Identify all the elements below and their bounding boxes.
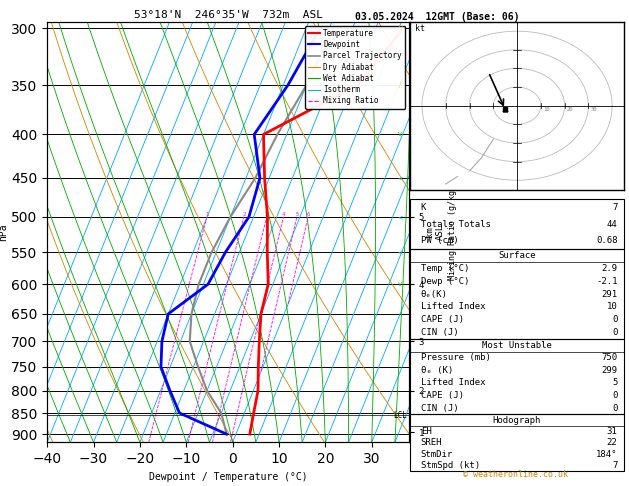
Text: 2: 2 bbox=[242, 212, 245, 217]
Text: 5: 5 bbox=[612, 379, 618, 387]
Text: CAPE (J): CAPE (J) bbox=[421, 391, 464, 400]
Title: 53°18'N  246°35'W  732m  ASL: 53°18'N 246°35'W 732m ASL bbox=[133, 10, 323, 20]
Text: Mixing Ratio (g/kg): Mixing Ratio (g/kg) bbox=[448, 185, 457, 279]
Text: Surface: Surface bbox=[498, 251, 536, 260]
Text: 31: 31 bbox=[607, 427, 618, 436]
Text: Pressure (mb): Pressure (mb) bbox=[421, 353, 491, 363]
Text: Lifted Index: Lifted Index bbox=[421, 379, 486, 387]
Text: /: / bbox=[399, 82, 401, 88]
Text: 750: 750 bbox=[601, 353, 618, 363]
Text: 0.68: 0.68 bbox=[596, 236, 618, 245]
X-axis label: Dewpoint / Temperature (°C): Dewpoint / Temperature (°C) bbox=[148, 471, 308, 482]
Text: ^: ^ bbox=[397, 25, 403, 31]
Text: 299: 299 bbox=[601, 366, 618, 375]
Text: Dewp (°C): Dewp (°C) bbox=[421, 277, 469, 286]
Text: <: < bbox=[397, 214, 403, 220]
Text: StmSpd (kt): StmSpd (kt) bbox=[421, 461, 480, 470]
Text: 44: 44 bbox=[607, 220, 618, 229]
Text: 7: 7 bbox=[612, 203, 618, 212]
Bar bbox=[410, 249, 624, 339]
Text: 6: 6 bbox=[306, 212, 309, 217]
Text: Totals Totals: Totals Totals bbox=[421, 220, 491, 229]
Text: θₑ (K): θₑ (K) bbox=[421, 366, 453, 375]
Legend: Temperature, Dewpoint, Parcel Trajectory, Dry Adiabat, Wet Adiabat, Isotherm, Mi: Temperature, Dewpoint, Parcel Trajectory… bbox=[305, 26, 405, 108]
Text: © weatheronline.co.uk: © weatheronline.co.uk bbox=[464, 469, 568, 479]
Text: Temp (°C): Temp (°C) bbox=[421, 264, 469, 273]
Text: <: < bbox=[397, 175, 403, 181]
Text: 2.9: 2.9 bbox=[601, 264, 618, 273]
Text: 5: 5 bbox=[295, 212, 299, 217]
Text: 0: 0 bbox=[612, 391, 618, 400]
Text: v: v bbox=[398, 131, 402, 138]
Text: K: K bbox=[421, 203, 426, 212]
Text: Lifted Index: Lifted Index bbox=[421, 302, 486, 312]
Text: v: v bbox=[398, 281, 402, 287]
Text: PW (cm): PW (cm) bbox=[421, 236, 459, 245]
Text: 22: 22 bbox=[607, 438, 618, 448]
Text: kt: kt bbox=[415, 24, 425, 33]
Text: 0: 0 bbox=[612, 403, 618, 413]
Text: 4: 4 bbox=[282, 212, 285, 217]
Text: 3: 3 bbox=[265, 212, 268, 217]
Text: 20: 20 bbox=[567, 107, 574, 112]
Y-axis label: km
ASL: km ASL bbox=[425, 224, 445, 240]
Bar bbox=[410, 414, 624, 471]
Text: 7: 7 bbox=[612, 461, 618, 470]
Text: CIN (J): CIN (J) bbox=[421, 328, 459, 337]
Text: 0: 0 bbox=[612, 328, 618, 337]
Text: 10: 10 bbox=[607, 302, 618, 312]
Text: θₑ(K): θₑ(K) bbox=[421, 290, 448, 298]
Text: 10: 10 bbox=[543, 107, 550, 112]
Text: -2.1: -2.1 bbox=[596, 277, 618, 286]
Text: 1: 1 bbox=[205, 212, 208, 217]
Text: 0: 0 bbox=[612, 315, 618, 324]
Text: Most Unstable: Most Unstable bbox=[482, 341, 552, 350]
Y-axis label: hPa: hPa bbox=[0, 223, 8, 241]
Text: StmDir: StmDir bbox=[421, 450, 453, 459]
Text: 291: 291 bbox=[601, 290, 618, 298]
Text: <: < bbox=[397, 249, 403, 255]
Text: 03.05.2024  12GMT (Base: 06): 03.05.2024 12GMT (Base: 06) bbox=[355, 12, 520, 22]
Text: CAPE (J): CAPE (J) bbox=[421, 315, 464, 324]
Text: SREH: SREH bbox=[421, 438, 442, 448]
Text: EH: EH bbox=[421, 427, 431, 436]
Bar bbox=[410, 339, 624, 414]
Text: Hodograph: Hodograph bbox=[493, 416, 541, 425]
Text: 184°: 184° bbox=[596, 450, 618, 459]
Bar bbox=[410, 199, 624, 249]
Text: CIN (J): CIN (J) bbox=[421, 403, 459, 413]
Text: LCL: LCL bbox=[394, 411, 408, 420]
Text: 30: 30 bbox=[591, 107, 597, 112]
